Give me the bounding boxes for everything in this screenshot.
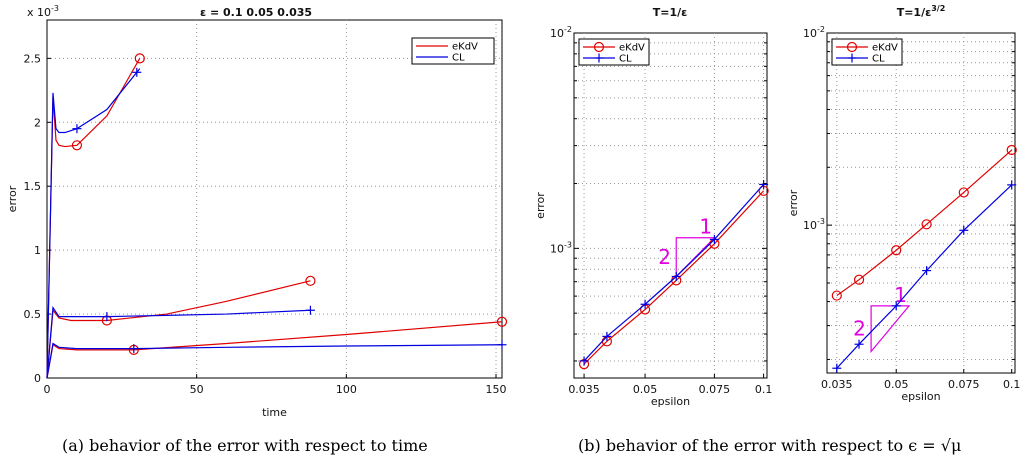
- data-point-circle: [305, 275, 316, 286]
- caption-b: (b) behavior of the error with respect t…: [578, 436, 962, 455]
- chart-title: T=1/ε: [653, 6, 688, 19]
- tick-label-exp: -2: [817, 25, 825, 34]
- tick-label-y: 10-3: [803, 217, 825, 232]
- tick-label-x: 100: [336, 383, 357, 396]
- tick-label-y: 0: [34, 372, 41, 385]
- tick-label-y: 2.5: [24, 52, 42, 65]
- tick-label-x: 0.05: [884, 378, 909, 391]
- data-point-circle: [496, 316, 508, 327]
- series-line-eKdV: [46, 280, 311, 379]
- title-base: T=1/ε: [897, 6, 932, 19]
- chart-title: T=1/ε3/2: [897, 4, 946, 19]
- tick-label-x: 0.035: [821, 378, 853, 391]
- caption-a: (a) behavior of the error with respect t…: [62, 436, 428, 455]
- data-point-circle: [921, 219, 932, 230]
- series-line-eKdV: [583, 190, 765, 365]
- legend-box: [578, 38, 650, 66]
- tick-label-y: 10-2: [803, 25, 825, 40]
- data-point-circle: [958, 187, 969, 198]
- legend-label: eKdV: [872, 43, 898, 54]
- y-axis-label: error: [6, 185, 19, 212]
- tick-label-y: 1: [34, 244, 41, 257]
- tick-label-y: 10-2: [550, 25, 572, 40]
- slope-triangle: [675, 237, 716, 278]
- slope-run-label: 1: [894, 283, 907, 307]
- series-line-CL: [46, 305, 311, 379]
- series-line-eKdV: [46, 58, 141, 379]
- tick-label-x: 0: [44, 383, 51, 396]
- tick-label-x: 0.035: [568, 383, 600, 396]
- y-axis-label: error: [787, 189, 800, 216]
- data-point-circle: [71, 140, 83, 151]
- tick-label-x: 0.075: [948, 378, 980, 391]
- slope-rise-label: 2: [853, 317, 866, 341]
- tick-label-y: 2: [34, 116, 41, 129]
- tick-label-y: 10-3: [550, 240, 572, 255]
- tick-label-x: 0.1: [1003, 378, 1021, 391]
- plot-loglog: 10-3 10-2 0.035 0.05 0.075 0.1 epsilon error T=1…: [787, 4, 1020, 403]
- x-axis-label: epsilon: [901, 390, 940, 403]
- slope-rise-label: 2: [658, 245, 671, 269]
- plot-a: 0 0.5 1 1.5 2 2.5 0 50 100 150 time error x 10-3 ε = …: [6, 4, 508, 419]
- tick-label-exp: -3: [564, 240, 572, 249]
- tick-label-x: 150: [486, 383, 507, 396]
- tick-label-exp: -3: [817, 217, 825, 226]
- legend-label: eKdV: [619, 43, 645, 54]
- series-line-CL: [836, 184, 1013, 369]
- chart-title: ε = 0.1 0.05 0.035: [200, 6, 312, 19]
- tick-label-x: 50: [190, 383, 204, 396]
- legend-label: CL: [872, 54, 885, 65]
- data-point-circle: [1006, 144, 1017, 156]
- plot-loglog: 10-3 10-2 0.035 0.05 0.075 0.1 epsilon error T=1…: [534, 6, 772, 408]
- slope-run-label: 1: [699, 215, 712, 239]
- legend-label: CL: [452, 53, 465, 64]
- x-axis-label: time: [262, 406, 287, 419]
- data-point-circle: [846, 41, 858, 53]
- tick-label-x: 0.1: [755, 383, 773, 396]
- data-point-circle: [134, 53, 145, 64]
- axes-frame: [826, 32, 1016, 374]
- legend-box: [831, 38, 903, 66]
- legend-label: eKdV: [452, 42, 478, 53]
- tick-label-y: 1.5: [24, 180, 42, 193]
- series-line-CL: [46, 342, 503, 379]
- tick-label-x: 0.075: [699, 383, 731, 396]
- y-axis-label: error: [534, 192, 547, 219]
- tick-label-exp: -2: [564, 25, 572, 34]
- axes-frame: [46, 19, 503, 379]
- tick-label-y: 0.5: [24, 308, 42, 321]
- x-axis-label: epsilon: [651, 395, 690, 408]
- series-line-CL: [583, 184, 765, 362]
- y-multiplier-exp: -3: [51, 4, 59, 13]
- legend-box: [411, 37, 495, 65]
- series-line-eKdV: [46, 321, 503, 379]
- title-exp: 3/2: [931, 4, 945, 13]
- series-line-CL: [46, 68, 141, 379]
- legend-label: CL: [619, 54, 632, 65]
- axes-frame: [573, 32, 768, 379]
- slope-triangle: [870, 305, 911, 354]
- tick-label-x: 0.05: [633, 383, 658, 396]
- data-point-circle: [853, 274, 865, 285]
- data-point-circle: [891, 245, 902, 256]
- data-point-circle: [593, 41, 605, 53]
- data-point-circle: [831, 290, 842, 301]
- y-multiplier: x 10-3: [27, 4, 59, 19]
